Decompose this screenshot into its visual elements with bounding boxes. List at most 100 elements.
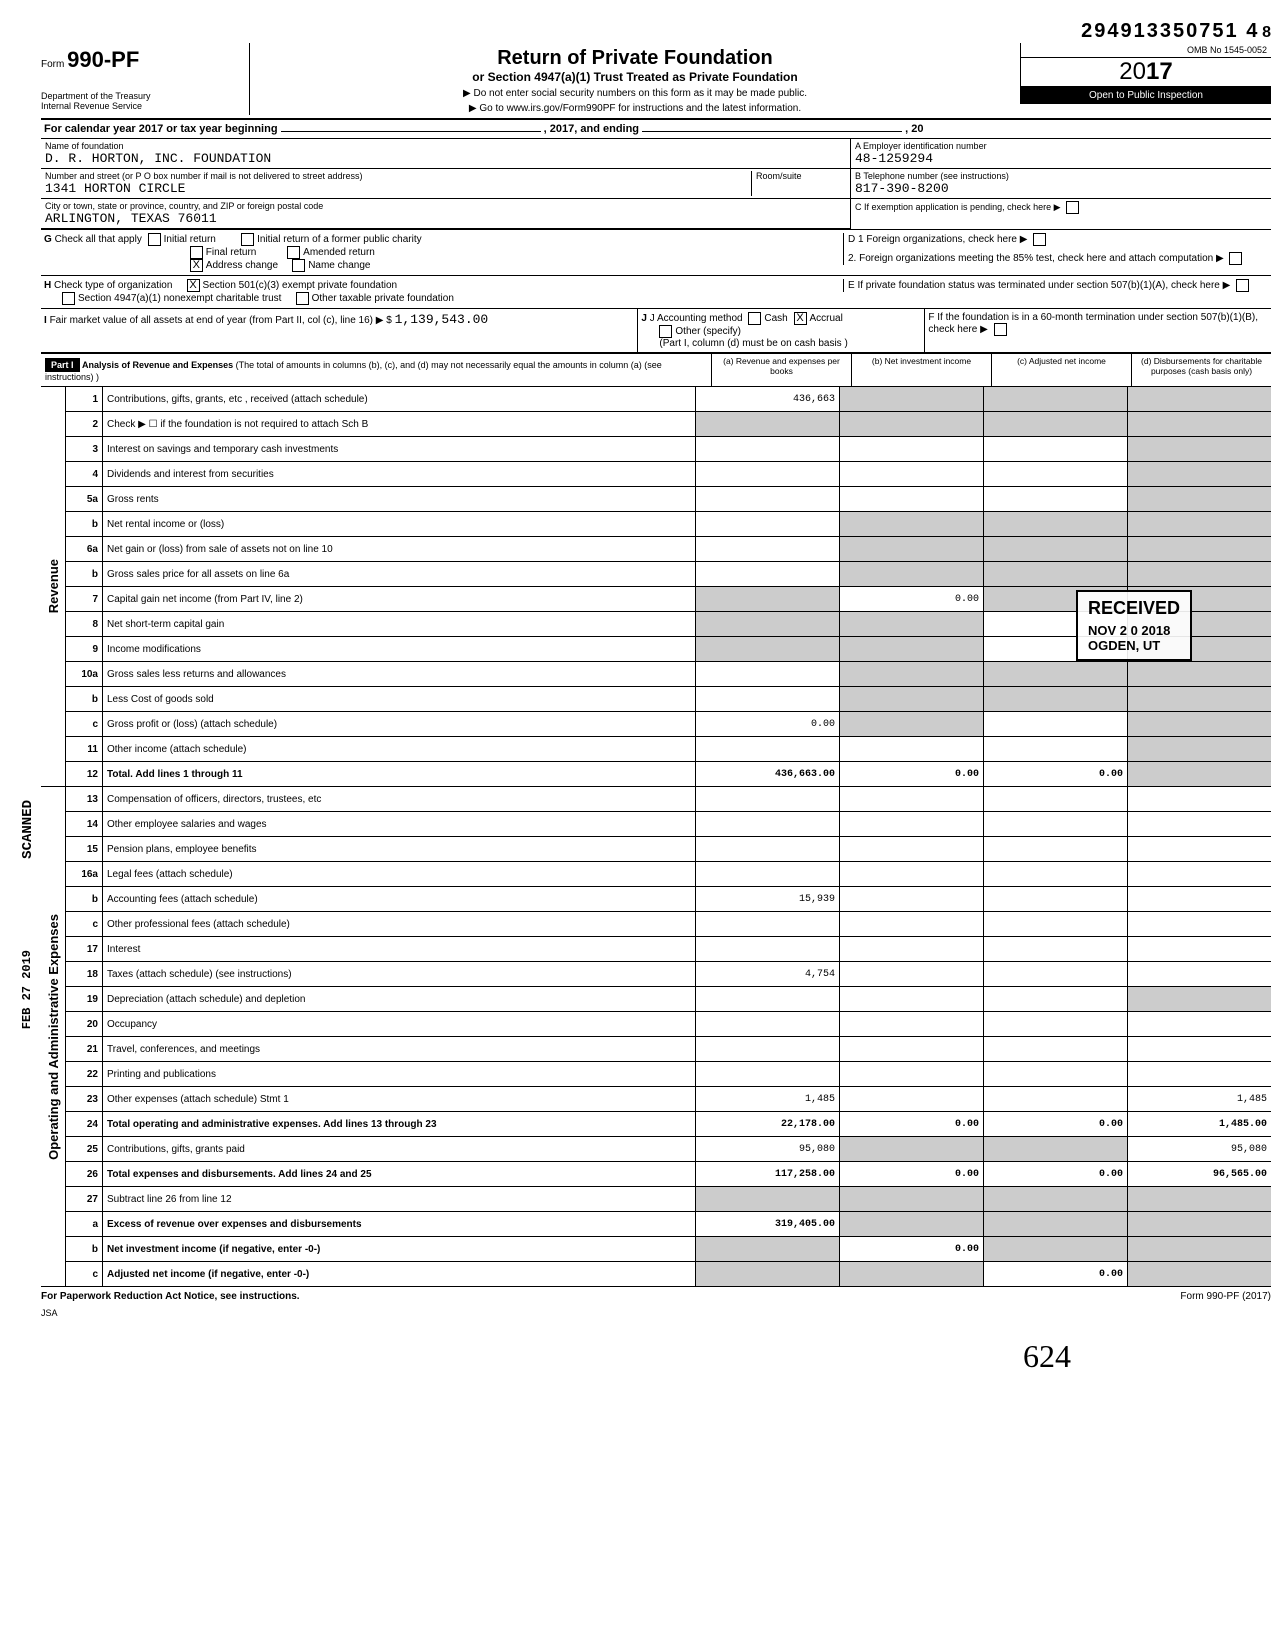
line-24: 24Total operating and administrative exp… xyxy=(66,1112,1271,1137)
line-27b: bNet investment income (if negative, ent… xyxy=(66,1237,1271,1262)
line-27c: cAdjusted net income (if negative, enter… xyxy=(66,1262,1271,1287)
line-3: 3Interest on savings and temporary cash … xyxy=(66,437,1271,462)
line-16c: cOther professional fees (attach schedul… xyxy=(66,912,1271,937)
line-21: 21Travel, conferences, and meetings xyxy=(66,1037,1271,1062)
checkbox-501c3[interactable]: X xyxy=(187,279,200,292)
privacy-note: ▶ Do not enter social security numbers o… xyxy=(254,88,1016,99)
line-10a: 10aGross sales less returns and allowanc… xyxy=(66,662,1271,687)
row-h: H Check type of organization XSection 50… xyxy=(41,276,1271,309)
checkbox-accrual[interactable]: X xyxy=(794,312,807,325)
line-2: 2Check ▶ ☐ if the foundation is not requ… xyxy=(66,412,1271,437)
line-17: 17Interest xyxy=(66,937,1271,962)
form-page: 294913350751 4 8 Form 990-PF Department … xyxy=(41,20,1271,1375)
line-6b: bGross sales price for all assets on lin… xyxy=(66,562,1271,587)
line-16b: bAccounting fees (attach schedule)15,939 xyxy=(66,887,1271,912)
instructions-note: ▶ Go to www.irs.gov/Form990PF for instru… xyxy=(254,103,1016,114)
col-c-header: (c) Adjusted net income xyxy=(992,354,1132,386)
line-26: 26Total expenses and disbursements. Add … xyxy=(66,1162,1271,1187)
checkbox-other-pf[interactable] xyxy=(296,292,309,305)
line-11: 11Other income (attach schedule) xyxy=(66,737,1271,762)
entity-info: Name of foundation D. R. HORTON, INC. FO… xyxy=(41,139,1271,230)
page-footer: For Paperwork Reduction Act Notice, see … xyxy=(41,1287,1271,1302)
line-23: 23Other expenses (attach schedule) Stmt … xyxy=(66,1087,1271,1112)
checkbox-60month[interactable] xyxy=(994,323,1007,336)
omb-number: OMB No 1545-0052 xyxy=(1021,43,1271,58)
checkbox-exemption-pending[interactable] xyxy=(1066,201,1079,214)
received-stamp: RECEIVED NOV 2 0 2018 OGDEN, UT xyxy=(1076,590,1192,661)
label-e: E If private foundation status was termi… xyxy=(848,280,1220,291)
line-5a: 5aGross rents xyxy=(66,487,1271,512)
line-5b: bNet rental income or (loss) xyxy=(66,512,1271,537)
line-27a: aExcess of revenue over expenses and dis… xyxy=(66,1212,1271,1237)
col-b-header: (b) Net investment income xyxy=(852,354,992,386)
scan-date-stamp: FEB 27 2019 xyxy=(20,950,34,1029)
row-g: G Check all that apply Initial return In… xyxy=(41,230,1271,276)
part1-label: Part I xyxy=(45,358,80,372)
foundation-name: D. R. HORTON, INC. FOUNDATION xyxy=(45,151,846,166)
line-22: 22Printing and publications xyxy=(66,1062,1271,1087)
part1-title: Analysis of Revenue and Expenses xyxy=(82,360,233,370)
label-f: F If the foundation is in a 60-month ter… xyxy=(928,312,1258,335)
checkbox-foreign-org[interactable] xyxy=(1033,233,1046,246)
checkbox-initial-return[interactable] xyxy=(148,233,161,246)
phone: 817-390-8200 xyxy=(855,181,1267,196)
checkbox-name-change[interactable] xyxy=(292,259,305,272)
checkbox-85pct[interactable] xyxy=(1229,252,1242,265)
dept-treasury: Department of the Treasury xyxy=(41,91,241,101)
tax-year: 2017 xyxy=(1021,58,1271,87)
paperwork-notice: For Paperwork Reduction Act Notice, see … xyxy=(41,1291,300,1302)
checkbox-amended-return[interactable] xyxy=(287,246,300,259)
checkbox-address-change[interactable]: X xyxy=(190,259,203,272)
label-d1: D 1 Foreign organizations, check here xyxy=(848,234,1017,245)
expenses-section: Operating and Administrative Expenses 13… xyxy=(41,787,1271,1287)
line-4: 4Dividends and interest from securities xyxy=(66,462,1271,487)
label-phone: B Telephone number (see instructions) xyxy=(855,171,1267,181)
checkbox-cash[interactable] xyxy=(748,312,761,325)
handwritten-initials: 624 xyxy=(41,1338,1271,1375)
dln: 294913350751 4 xyxy=(1081,20,1259,42)
street-address: 1341 HORTON CIRCLE xyxy=(45,181,751,196)
line-20: 20Occupancy xyxy=(66,1012,1271,1037)
revenue-section: Revenue 1Contributions, gifts, grants, e… xyxy=(41,387,1271,787)
line-18: 18Taxes (attach schedule) (see instructi… xyxy=(66,962,1271,987)
line-19: 19Depreciation (attach schedule) and dep… xyxy=(66,987,1271,1012)
jsa-mark: JSA xyxy=(41,1308,1271,1318)
checkbox-final-return[interactable] xyxy=(190,246,203,259)
side-revenue-label: Revenue xyxy=(46,559,61,613)
checkbox-terminated[interactable] xyxy=(1236,279,1249,292)
checkbox-4947[interactable] xyxy=(62,292,75,305)
calendar-year-row: For calendar year 2017 or tax year begin… xyxy=(41,120,1271,139)
line-1: 1Contributions, gifts, grants, etc , rec… xyxy=(66,387,1271,412)
side-expenses-label: Operating and Administrative Expenses xyxy=(46,914,61,1160)
label-street: Number and street (or P O box number if … xyxy=(45,171,751,181)
form-subtitle: or Section 4947(a)(1) Trust Treated as P… xyxy=(254,70,1016,84)
label-ein: A Employer identification number xyxy=(855,141,1267,151)
line-25: 25Contributions, gifts, grants paid95,08… xyxy=(66,1137,1271,1162)
line-15: 15Pension plans, employee benefits xyxy=(66,837,1271,862)
form-title: Return of Private Foundation xyxy=(254,47,1016,70)
public-inspection: Open to Public Inspection xyxy=(1021,87,1271,104)
dept-irs: Internal Revenue Service xyxy=(41,101,241,111)
checkbox-other-method[interactable] xyxy=(659,325,672,338)
city-state-zip: ARLINGTON, TEXAS 76011 xyxy=(45,211,846,226)
line-12: 12Total. Add lines 1 through 11436,663.0… xyxy=(66,762,1271,787)
form-number: 990-PF xyxy=(67,47,139,72)
row-i-j: I Fair market value of all assets at end… xyxy=(41,309,1271,353)
checkbox-initial-former[interactable] xyxy=(241,233,254,246)
label-city: City or town, state or province, country… xyxy=(45,201,846,211)
revenue-table: 1Contributions, gifts, grants, etc , rec… xyxy=(66,387,1271,787)
label-foundation-name: Name of foundation xyxy=(45,141,846,151)
form-label: Form xyxy=(41,59,64,70)
line-13: 13Compensation of officers, directors, t… xyxy=(66,787,1271,812)
expenses-table: 13Compensation of officers, directors, t… xyxy=(66,787,1271,1287)
col-a-header: (a) Revenue and expenses per books xyxy=(712,354,852,386)
dln-suffix: 8 xyxy=(1262,24,1271,41)
line-10b: bLess Cost of goods sold xyxy=(66,687,1271,712)
label-room: Room/suite xyxy=(756,171,846,181)
label-d2: 2. Foreign organizations meeting the 85%… xyxy=(848,253,1213,264)
col-d-header: (d) Disbursements for charitable purpose… xyxy=(1132,354,1271,386)
form-header: Form 990-PF Department of the Treasury I… xyxy=(41,43,1271,120)
form-footer-id: Form 990-PF (2017) xyxy=(1180,1291,1271,1302)
line-27: 27Subtract line 26 from line 12 xyxy=(66,1187,1271,1212)
line-6a: 6aNet gain or (loss) from sale of assets… xyxy=(66,537,1271,562)
